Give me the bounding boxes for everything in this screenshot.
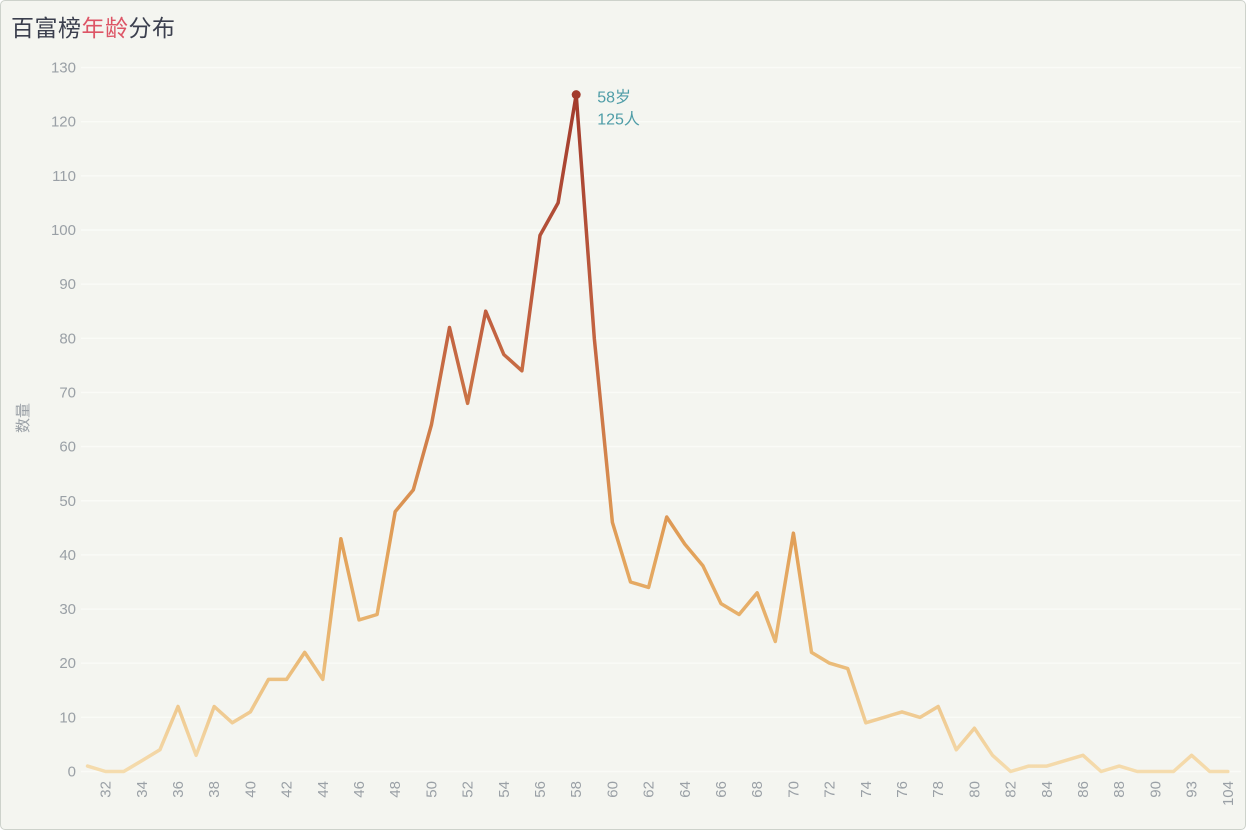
x-tick-label: 62 [641, 781, 658, 798]
x-tick-label: 36 [170, 781, 187, 798]
x-tick-label: 44 [315, 781, 332, 798]
x-tick-label: 34 [134, 781, 151, 798]
x-tick-label: 82 [1003, 781, 1020, 798]
x-tick-label: 50 [423, 781, 440, 798]
chart-title: 百富榜年龄分布 [11, 9, 176, 43]
y-tick-label: 50 [59, 493, 76, 510]
x-tick-label: 52 [460, 781, 477, 798]
y-tick-label: 20 [59, 655, 76, 672]
x-tick-label: 60 [604, 781, 621, 798]
x-tick-label: 104 [1220, 781, 1237, 806]
x-tick-label: 88 [1111, 781, 1128, 798]
x-tick-label: 58 [568, 781, 585, 798]
x-tick-label: 93 [1184, 781, 1201, 798]
x-tick-label: 46 [351, 781, 368, 798]
age-distribution-line[interactable] [85, 92, 1230, 774]
x-tick-label: 72 [822, 781, 839, 798]
x-tick-label: 42 [279, 781, 296, 798]
chart-title-highlight: 年龄 [81, 15, 129, 41]
x-tick-label: 80 [966, 781, 983, 798]
y-tick-label: 110 [52, 168, 76, 185]
y-tick-label: 0 [68, 764, 76, 781]
x-tick-label: 78 [930, 781, 947, 798]
y-axis-tick-labels: 0 10 20 30 40 50 60 70 80 90 100 110 120 130 [51, 60, 76, 781]
chart-title-part3: 分布 [128, 15, 176, 41]
x-tick-label: 76 [894, 781, 911, 798]
x-tick-label: 56 [532, 781, 549, 798]
x-axis-tick-labels: 32 34 36 38 40 42 44 46 48 50 52 54 56 58 60 62 64 66 68 70… [98, 781, 1237, 806]
x-tick-label: 74 [858, 781, 875, 798]
x-tick-label: 70 [785, 781, 802, 798]
x-tick-label: 84 [1039, 781, 1056, 798]
y-axis-name: 数量 [15, 403, 32, 433]
peak-marker-dot[interactable] [571, 90, 581, 100]
y-tick-label: 60 [59, 439, 76, 456]
x-tick-label: 48 [387, 781, 404, 798]
y-tick-label: 80 [59, 330, 76, 347]
peak-annotation-count: 125人 [597, 111, 640, 129]
y-tick-label: 100 [51, 222, 76, 239]
peak-annotation-age: 58岁 [597, 89, 631, 107]
chart-title-part1: 百富榜 [11, 15, 82, 41]
y-tick-label: 130 [51, 60, 76, 77]
gridlines [81, 66, 1241, 773]
y-tick-label: 70 [59, 384, 76, 401]
x-tick-label: 38 [206, 781, 223, 798]
y-tick-label: 90 [59, 276, 76, 293]
x-tick-label: 86 [1075, 781, 1092, 798]
x-tick-label: 90 [1147, 781, 1164, 798]
y-tick-label: 30 [59, 601, 76, 618]
x-tick-label: 66 [713, 781, 730, 798]
y-tick-label: 120 [51, 114, 76, 131]
y-tick-label: 10 [59, 709, 76, 726]
y-tick-label: 40 [59, 547, 76, 564]
x-tick-label: 32 [98, 781, 115, 798]
x-tick-label: 64 [677, 781, 694, 798]
x-tick-label: 54 [496, 781, 513, 798]
peak-annotation: 58岁 125人 [597, 89, 640, 129]
x-tick-label: 68 [749, 781, 766, 798]
x-tick-label: 40 [242, 781, 259, 798]
